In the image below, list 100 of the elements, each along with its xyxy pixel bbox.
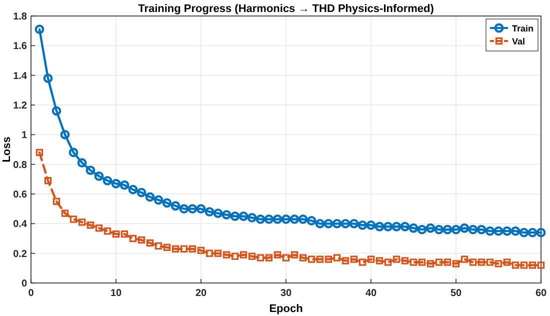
legend-label: Val	[512, 36, 526, 46]
y-tick-label: 1.4	[13, 70, 28, 82]
point	[43, 74, 53, 83]
point	[128, 184, 138, 194]
point	[120, 230, 128, 238]
point	[68, 148, 78, 158]
point	[256, 254, 264, 262]
point	[34, 24, 44, 34]
point	[213, 208, 223, 218]
point	[104, 227, 112, 235]
point	[265, 254, 273, 262]
point	[163, 244, 171, 251]
x-tick-label: 20	[195, 288, 207, 299]
x-axis-title: Epoch	[269, 303, 304, 315]
point	[366, 220, 376, 230]
point	[442, 224, 452, 234]
point	[536, 228, 546, 238]
point	[44, 177, 52, 184]
point	[247, 213, 257, 222]
point	[274, 251, 282, 258]
y-tick-label: 1	[21, 130, 28, 142]
point	[52, 198, 60, 206]
point	[324, 218, 334, 228]
point	[468, 224, 478, 234]
point	[485, 226, 495, 236]
point	[60, 130, 70, 140]
x-tick-label: 60	[535, 288, 547, 299]
point	[486, 258, 494, 266]
point	[240, 251, 248, 258]
point	[154, 195, 164, 205]
y-tick-label: 1.8	[13, 12, 28, 22]
point	[410, 258, 418, 266]
point	[272, 214, 282, 224]
point	[146, 239, 154, 247]
point	[383, 222, 393, 232]
point	[145, 192, 155, 202]
point	[435, 258, 443, 266]
point	[384, 258, 392, 266]
point	[256, 214, 266, 224]
point	[537, 262, 545, 269]
point	[367, 256, 375, 263]
point	[230, 212, 240, 221]
point	[222, 251, 230, 258]
y-tick-label: 0	[21, 278, 28, 290]
point	[282, 254, 290, 262]
point	[61, 210, 69, 217]
point	[510, 226, 520, 236]
x-tick-label: 30	[280, 288, 292, 299]
point	[324, 256, 332, 263]
point	[434, 224, 444, 234]
point	[138, 236, 146, 244]
point	[264, 214, 274, 224]
point	[214, 250, 222, 257]
y-tick-label: 1.6	[13, 41, 28, 52]
point	[401, 257, 409, 264]
point	[112, 230, 120, 238]
point	[172, 245, 180, 252]
point	[120, 180, 130, 190]
point	[408, 223, 418, 233]
point	[162, 198, 172, 208]
point	[520, 262, 528, 269]
point	[460, 256, 468, 263]
y-tick-label: 0.4	[13, 219, 28, 230]
point	[519, 228, 529, 238]
point	[231, 252, 239, 260]
x-tick-label: 0	[28, 288, 34, 299]
point	[350, 256, 358, 263]
point	[476, 224, 486, 234]
point	[154, 242, 162, 250]
chart-title: Training Progress (Harmonics → THD Physics-Informed)	[138, 3, 434, 15]
point	[170, 201, 180, 211]
x-tick-label: 10	[110, 288, 122, 299]
point	[316, 256, 324, 263]
point	[358, 258, 366, 266]
point	[197, 246, 205, 254]
point	[315, 218, 325, 228]
point	[528, 228, 538, 238]
point	[238, 212, 248, 221]
point	[204, 207, 214, 216]
point	[95, 224, 103, 232]
point	[494, 226, 504, 236]
point	[94, 172, 104, 181]
point	[52, 106, 62, 116]
point	[392, 256, 400, 263]
point	[426, 223, 436, 233]
y-tick-label: 1.2	[13, 100, 28, 112]
point	[469, 258, 477, 266]
y-tick-label: 0.6	[13, 190, 28, 200]
point	[70, 216, 78, 223]
point	[281, 214, 291, 224]
point	[196, 204, 206, 214]
point	[179, 204, 189, 214]
point	[376, 257, 384, 264]
point	[417, 224, 427, 234]
point	[290, 251, 298, 258]
point	[502, 226, 512, 236]
point	[206, 250, 214, 257]
point	[460, 223, 470, 233]
point	[400, 222, 410, 232]
point	[528, 262, 536, 269]
